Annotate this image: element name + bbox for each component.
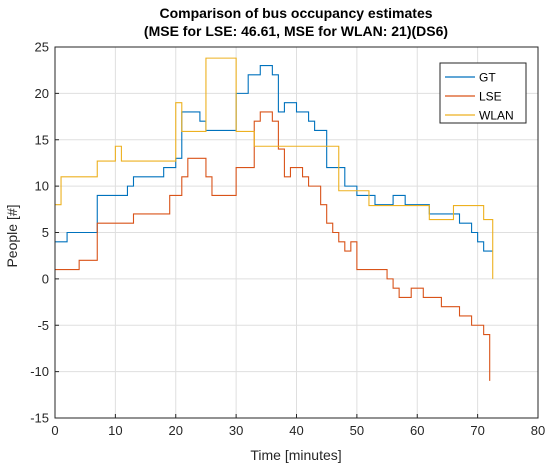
legend-label-lse: LSE (479, 90, 502, 104)
legend-box (439, 62, 527, 124)
series-group (55, 57, 494, 381)
x-axis-label: Time [minutes] (250, 447, 341, 463)
x-tick-label: 50 (350, 423, 364, 438)
legend: GT LSE WLAN (439, 62, 527, 124)
x-tick-label: 30 (229, 423, 243, 438)
y-tick-label: -15 (30, 411, 49, 426)
x-tick-label: 20 (169, 423, 183, 438)
legend-label-gt: GT (479, 71, 496, 85)
y-tick-label: 25 (35, 40, 49, 55)
x-tick-label: 70 (470, 423, 484, 438)
legend-label-wlan: WLAN (479, 109, 514, 123)
series-line-lse (55, 111, 491, 381)
x-tick-label: 0 (51, 423, 58, 438)
x-tick-label: 60 (410, 423, 424, 438)
y-tick-label: -10 (30, 364, 49, 379)
plot-frame (54, 46, 539, 419)
x-tick-label: 10 (108, 423, 122, 438)
axis-ticks: 0 10 20 30 40 50 60 70 80 -15 -10 -5 0 5 10 15 20 25 (30, 40, 545, 439)
x-tick-label: 80 (531, 423, 545, 438)
y-axis-label: People [#] (4, 204, 20, 267)
y-tick-label: 0 (42, 271, 49, 286)
y-tick-label: 5 (42, 225, 49, 240)
y-tick-label: 15 (35, 132, 49, 147)
y-tick-label: -5 (37, 318, 49, 333)
chart-title-line-1: Comparison of bus occupancy estimates (159, 5, 432, 21)
y-tick-label: 10 (35, 179, 49, 194)
x-tick-label: 40 (289, 423, 303, 438)
chart-title-line-2: (MSE for LSE: 46.61, MSE for WLAN: 21)(D… (144, 23, 448, 39)
y-tick-label: 20 (35, 86, 49, 101)
series-line-wlan (55, 57, 494, 279)
